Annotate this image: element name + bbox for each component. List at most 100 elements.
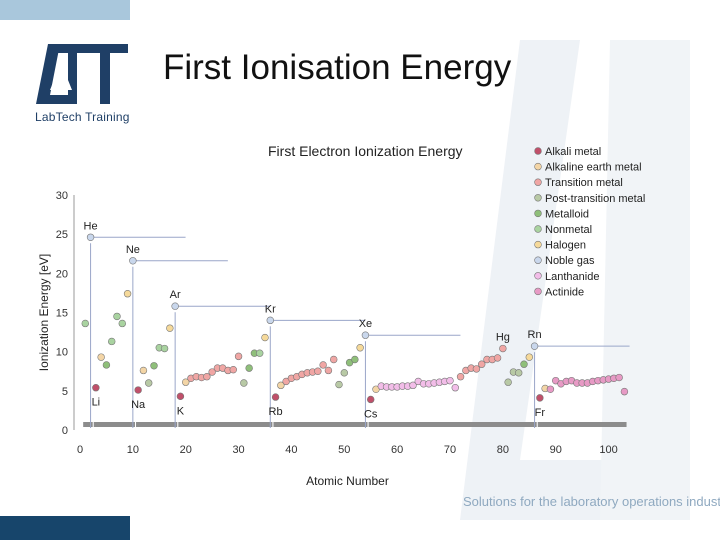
data-point (271, 393, 280, 401)
y-tick-label: 0 (62, 425, 68, 437)
y-tick-label: 30 (56, 190, 68, 202)
legend-marker (534, 287, 542, 296)
top-accent-bar (0, 0, 130, 20)
logo-text: LabTech Training (35, 110, 130, 124)
legend-marker (534, 225, 542, 233)
period-bar (93, 422, 135, 427)
data-point (97, 353, 105, 361)
legend-marker (534, 209, 542, 218)
element-label: Hg (496, 332, 510, 344)
data-point (118, 319, 126, 328)
chart-title: First Electron Ionization Energy (268, 143, 463, 159)
element-label: Cs (364, 408, 378, 420)
element-label: Rn (528, 329, 542, 341)
chart-guide-lines (83, 236, 630, 428)
data-point (361, 331, 370, 339)
element-label: Kr (265, 303, 276, 315)
legend-label: Noble gas (545, 255, 595, 267)
data-point (86, 233, 95, 242)
legend-marker (534, 272, 542, 280)
data-point (176, 392, 185, 401)
data-point (620, 387, 629, 396)
x-tick-label: 60 (391, 444, 403, 456)
data-point (546, 385, 555, 393)
data-point (182, 378, 190, 386)
legend-marker (534, 147, 542, 155)
data-point (472, 365, 481, 373)
data-point (92, 384, 100, 392)
legend-label: Alkaline earth metal (545, 162, 642, 174)
element-label: K (177, 405, 185, 417)
chart-points: He Li Ne Na Ar K Kr Rb Xe Cs Hg Rn Fr (81, 220, 629, 420)
data-point (139, 366, 148, 375)
legend-label: Lanthanide (545, 271, 599, 283)
data-point (319, 361, 327, 369)
data-point (530, 342, 539, 350)
data-point (160, 344, 169, 353)
x-tick-label: 50 (338, 444, 350, 456)
legend-label: Halogen (545, 240, 586, 252)
element-label: Xe (359, 318, 372, 330)
company-logo (36, 44, 128, 104)
data-point (129, 257, 137, 265)
data-point (245, 364, 253, 372)
data-point (81, 319, 89, 328)
element-label: Rb (269, 406, 283, 418)
data-point (113, 312, 121, 321)
watermark-logo (460, 40, 690, 520)
data-point (478, 360, 486, 368)
data-point (203, 373, 211, 381)
data-point (145, 379, 153, 387)
data-point (208, 368, 216, 376)
element-label: Na (131, 399, 146, 411)
y-tick-label: 25 (56, 229, 68, 241)
x-tick-label: 40 (285, 444, 297, 456)
data-point (171, 302, 179, 310)
legend-marker (534, 162, 542, 171)
period-bar (537, 422, 627, 427)
legend-marker (534, 178, 542, 186)
data-point (493, 354, 502, 362)
legend-label: Transition metal (545, 177, 623, 189)
data-point (330, 355, 338, 364)
x-tick-label: 100 (599, 444, 617, 456)
x-tick-label: 10 (127, 444, 139, 456)
period-bar (136, 422, 178, 427)
period-bar (83, 422, 93, 427)
period-bar (178, 422, 273, 427)
data-point (261, 333, 269, 342)
slide-title: First Ionisation Energy (163, 48, 512, 87)
y-axis-label: Ionization Energy [eV] (37, 254, 51, 371)
x-tick-label: 80 (497, 444, 509, 456)
x-axis-label: Atomic Number (306, 474, 389, 488)
legend-marker (534, 194, 542, 202)
data-point (451, 384, 459, 392)
data-point (520, 360, 528, 368)
data-point (504, 378, 512, 386)
data-point (351, 355, 359, 364)
data-point (256, 349, 264, 357)
data-point (229, 365, 237, 374)
legend-label: Post-transition metal (545, 193, 645, 205)
tagline: Solutions for the laboratory operations … (463, 494, 720, 509)
legend-label: Alkali metal (545, 146, 601, 158)
bottom-accent-bar (0, 516, 130, 540)
data-point (367, 395, 375, 404)
data-point (277, 381, 285, 390)
data-point (108, 337, 116, 346)
x-tick-label: 30 (232, 444, 244, 456)
data-point (356, 344, 364, 352)
y-tick-label: 5 (62, 386, 68, 398)
data-point (340, 369, 348, 377)
legend-marker (534, 240, 542, 249)
period-bar (273, 422, 368, 427)
x-tick-label: 70 (444, 444, 456, 456)
element-label: Li (92, 397, 101, 409)
data-point (123, 290, 132, 298)
data-point (150, 362, 158, 370)
data-point (409, 381, 417, 390)
legend-label: Nonmetal (545, 224, 592, 236)
legend-label: Metalloid (545, 208, 589, 220)
y-tick-label: 20 (56, 268, 68, 280)
